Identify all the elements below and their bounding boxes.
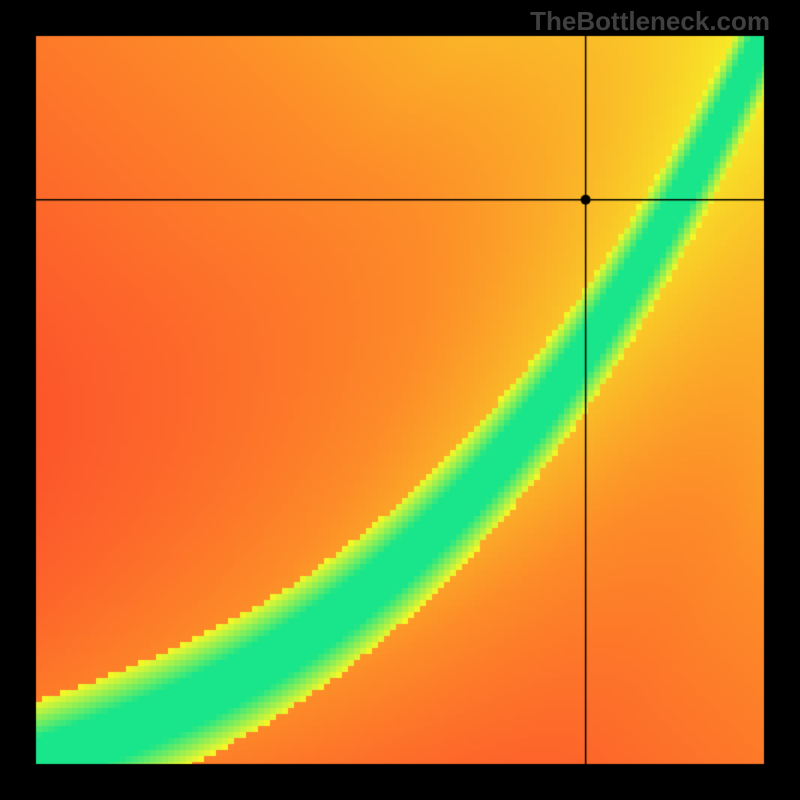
chart-container: TheBottleneck.com bbox=[0, 0, 800, 800]
watermark-text: TheBottleneck.com bbox=[530, 6, 770, 37]
bottleneck-heatmap bbox=[0, 0, 800, 800]
